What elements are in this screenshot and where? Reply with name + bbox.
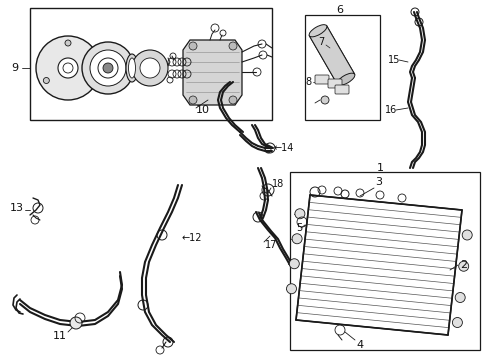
Text: 7: 7 [317, 37, 324, 47]
Ellipse shape [126, 54, 138, 82]
Ellipse shape [308, 25, 326, 37]
Text: 4: 4 [356, 340, 363, 350]
Text: ←14: ←14 [273, 143, 294, 153]
Text: ←12: ←12 [182, 233, 202, 243]
Circle shape [36, 36, 100, 100]
Circle shape [140, 58, 160, 78]
Circle shape [65, 40, 71, 46]
Text: 13: 13 [10, 203, 24, 213]
Bar [289, 172, 479, 350]
Text: 8: 8 [305, 77, 310, 87]
Text: 15: 15 [387, 55, 400, 65]
Circle shape [103, 63, 113, 73]
Circle shape [291, 234, 302, 244]
Polygon shape [295, 195, 461, 335]
Ellipse shape [128, 58, 135, 78]
Text: 11: 11 [53, 331, 67, 341]
Circle shape [82, 42, 134, 94]
Text: 9: 9 [11, 63, 19, 73]
Circle shape [286, 284, 296, 294]
Circle shape [189, 42, 197, 50]
Circle shape [70, 317, 82, 329]
Polygon shape [183, 40, 242, 105]
Text: 3: 3 [374, 177, 381, 187]
Text: 16: 16 [384, 105, 396, 115]
Text: 10: 10 [196, 105, 209, 115]
Circle shape [294, 209, 305, 219]
Circle shape [320, 96, 328, 104]
FancyBboxPatch shape [314, 75, 328, 84]
Circle shape [90, 50, 126, 86]
Text: 5: 5 [295, 223, 302, 233]
Circle shape [461, 230, 471, 240]
Circle shape [189, 96, 197, 104]
Circle shape [289, 259, 299, 269]
Circle shape [451, 318, 462, 328]
Text: 1: 1 [376, 163, 383, 173]
Polygon shape [309, 26, 354, 84]
Circle shape [58, 58, 78, 78]
Ellipse shape [336, 73, 354, 85]
Circle shape [458, 261, 468, 271]
Bar [305, 15, 379, 120]
Text: 18: 18 [271, 179, 284, 189]
Circle shape [228, 96, 237, 104]
Text: 2: 2 [459, 260, 466, 270]
Text: 17: 17 [264, 240, 277, 250]
Circle shape [43, 77, 49, 84]
Circle shape [132, 50, 168, 86]
FancyBboxPatch shape [327, 79, 341, 88]
Circle shape [228, 42, 237, 50]
Circle shape [454, 292, 464, 302]
Circle shape [86, 77, 92, 84]
FancyBboxPatch shape [334, 85, 348, 94]
Bar [30, 8, 271, 120]
Text: 6: 6 [336, 5, 343, 15]
